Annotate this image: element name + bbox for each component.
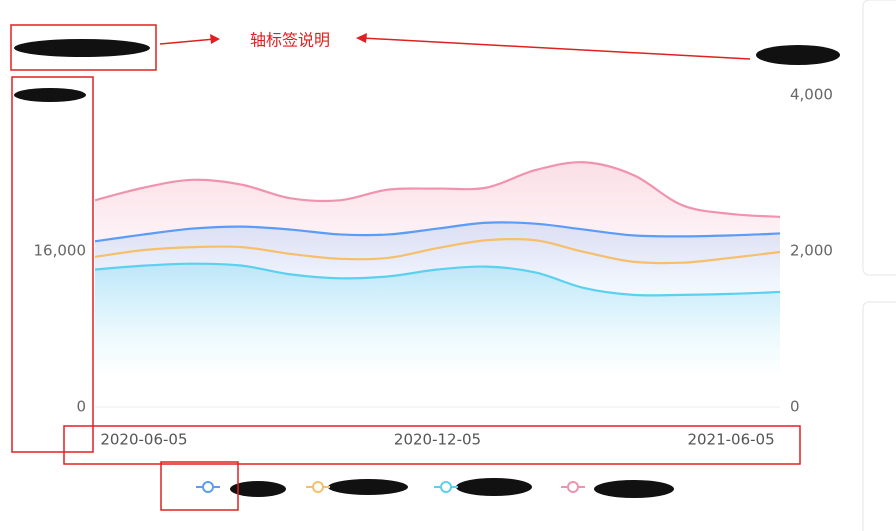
y-tick-label: 16,000 — [34, 242, 87, 260]
line — [94, 221, 781, 243]
redaction — [328, 479, 408, 495]
y2-tick-label: 4,000 — [790, 86, 833, 104]
legend-dot — [312, 481, 324, 493]
x-tick-label: 2020-12-05 — [394, 431, 481, 449]
redaction — [456, 478, 532, 496]
legend-marker — [561, 481, 585, 493]
legend-marker — [434, 481, 458, 493]
x-tick-label: 2020-06-05 — [100, 431, 187, 449]
redaction — [14, 88, 86, 102]
side-panel — [862, 0, 896, 276]
legend-marker — [306, 481, 330, 493]
x-tick-label: 2021-06-05 — [687, 431, 774, 449]
line — [94, 237, 781, 265]
redaction — [756, 45, 840, 65]
y-tick-label: 0 — [76, 398, 86, 416]
line — [94, 161, 781, 218]
redaction — [14, 39, 150, 57]
redaction — [230, 481, 286, 497]
plot-area: 0 16,000 0 2,000 4,000 2020-06-05 2020-12-05 20… — [34, 86, 833, 449]
arrow-head — [210, 34, 220, 44]
legend-dot — [567, 481, 579, 493]
y2-tick-label: 0 — [790, 398, 800, 416]
redaction — [594, 480, 674, 498]
line — [94, 262, 781, 297]
legend-dot — [202, 481, 214, 493]
side-panel — [862, 301, 896, 531]
legend-dot — [440, 481, 452, 493]
annotation-boxes — [10, 24, 801, 511]
area — [95, 263, 780, 407]
legend-marker — [196, 481, 220, 493]
arrow-head — [356, 33, 367, 43]
annotation: 轴标签说明 — [250, 32, 330, 50]
y2-tick-label: 2,000 — [790, 242, 833, 260]
